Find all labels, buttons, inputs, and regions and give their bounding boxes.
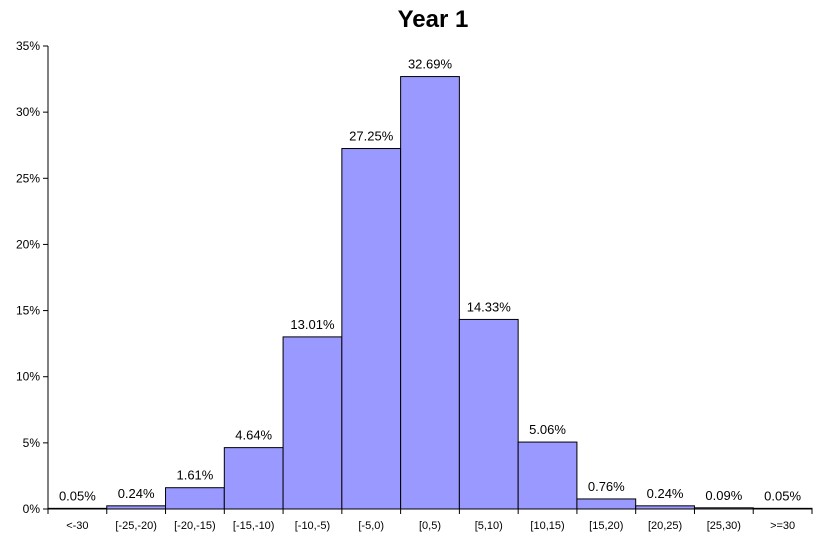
bars-group (47, 76, 813, 510)
x-axis: <-30 [-25,-20) [-20,-15) [-15,-10) [-10,-5) [… (47, 508, 813, 532)
data-label-6: 32.69% (408, 57, 453, 72)
x-tick-label-9: [15,20) (589, 520, 623, 532)
data-label-1: 0.24% (118, 486, 155, 501)
data-label-9: 0.76% (588, 479, 625, 494)
bar-3 (223, 447, 284, 510)
data-label-0: 0.05% (59, 488, 96, 503)
y-tick-label-3: 15% (16, 304, 40, 318)
x-tick-label-7: [5,10) (475, 520, 503, 532)
y-tick-label-5: 25% (16, 171, 40, 185)
bar-2 (165, 487, 225, 510)
x-tick-label-11: [25,30) (707, 520, 741, 532)
data-label-2: 1.61% (176, 468, 213, 483)
y-axis: 0% 5% 10% 15% 20% 25% 30% 35% (16, 39, 49, 516)
bar-4 (282, 336, 343, 510)
y-tick-label-6: 30% (16, 105, 40, 119)
y-tick-label-4: 20% (16, 237, 40, 251)
data-label-12: 0.05% (764, 488, 801, 503)
data-label-7: 14.33% (467, 299, 512, 314)
data-label-4: 13.01% (290, 317, 335, 332)
x-tick-label-6: [0,5) (419, 520, 441, 532)
data-label-3: 4.64% (235, 428, 272, 443)
x-tick-label-10: [20,25) (648, 520, 682, 532)
y-tick-label-2: 10% (16, 370, 40, 384)
x-tick-label-0: <-30 (66, 520, 88, 532)
bar-7 (458, 318, 519, 510)
x-tick-label-5: [-5,0) (358, 520, 384, 532)
x-tick-label-4: [-10,-5) (295, 520, 330, 532)
bar-5 (341, 148, 402, 510)
data-label-11: 0.09% (705, 488, 742, 503)
bar-6 (400, 76, 460, 510)
data-label-10: 0.24% (647, 486, 684, 501)
data-labels-group: 0.05% 0.24% 1.61% 4.64% 13.01% 27.25% 32.69% 14… (59, 57, 802, 504)
y-tick-label-1: 5% (23, 436, 41, 450)
data-label-8: 5.06% (529, 422, 566, 437)
y-tick-label-0: 0% (23, 502, 41, 516)
bar-8 (517, 441, 578, 510)
y-tick-label-7: 35% (16, 39, 40, 53)
chart-title: Year 1 (398, 6, 469, 33)
x-tick-label-8: [10,15) (530, 520, 564, 532)
x-tick-label-2: [-20,-15) (174, 520, 216, 532)
data-label-5: 27.25% (349, 129, 394, 144)
x-tick-label-1: [-25,-20) (115, 520, 157, 532)
x-tick-label-12: >=30 (770, 520, 795, 532)
x-tick-label-3: [-15,-10) (233, 520, 275, 532)
bar-9 (576, 498, 637, 510)
